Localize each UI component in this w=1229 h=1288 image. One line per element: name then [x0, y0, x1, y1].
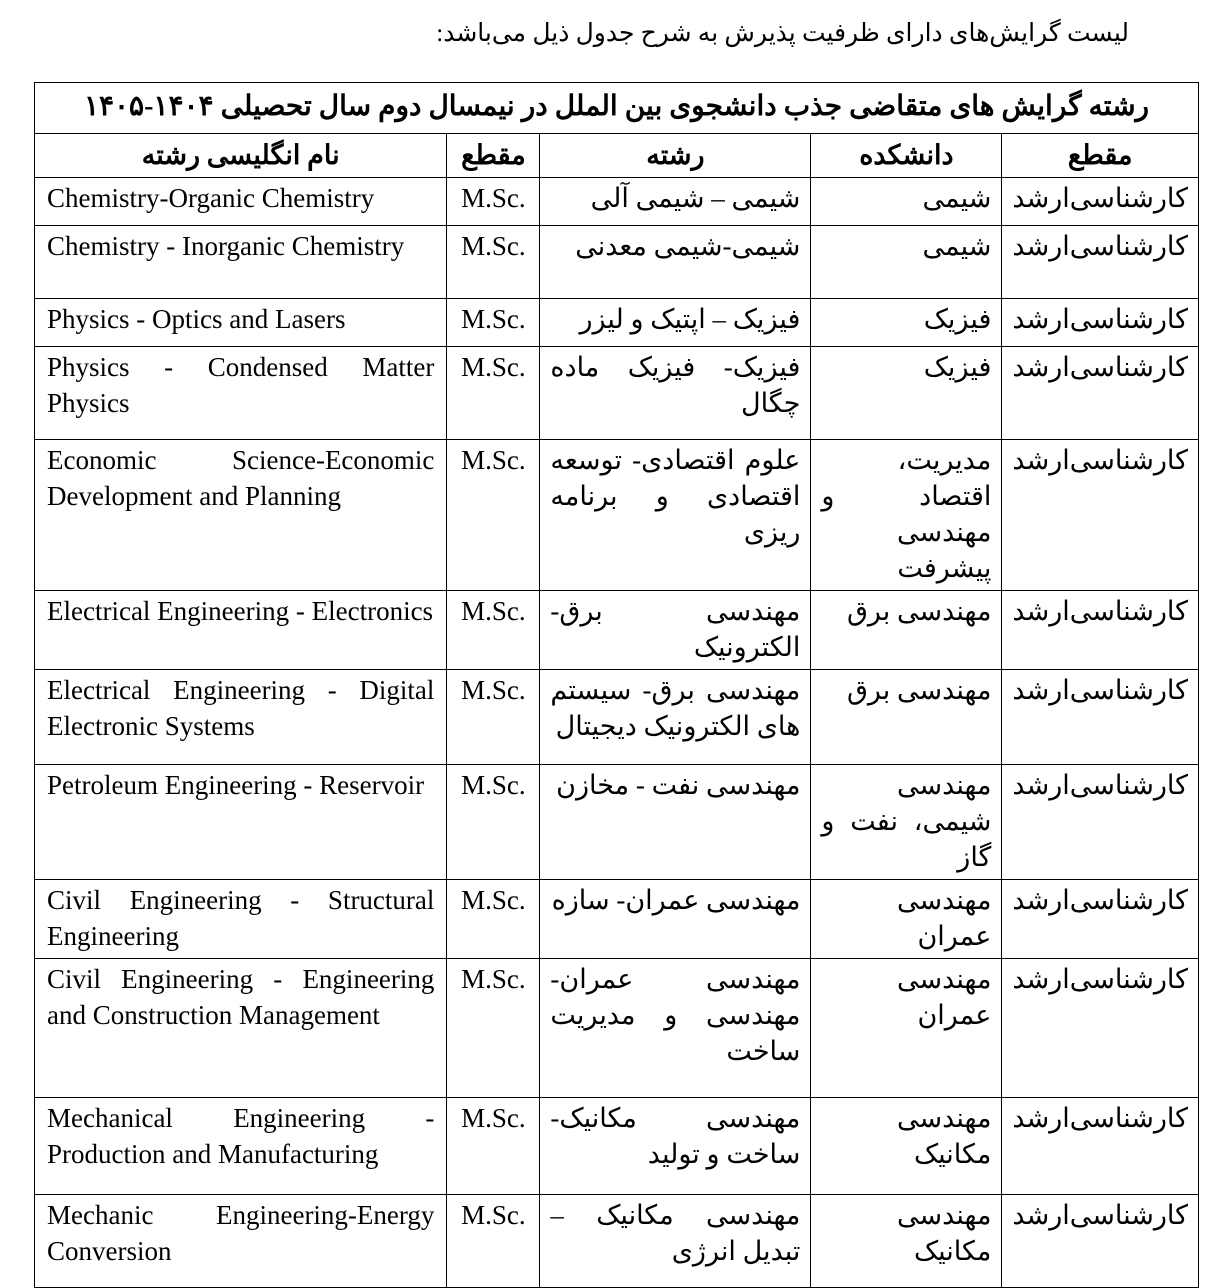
- table-row: کارشناسی‌ارشد فیزیک فیزیک- فیزیک ماده چگال…: [33, 346, 1199, 440]
- header-degree: مقطع: [446, 133, 541, 178]
- table-row: کارشناسی‌ارشد مدیریت، اقتصاد و مهندسی پیش…: [33, 439, 1199, 591]
- degree-cell: M.Sc.: [446, 225, 541, 299]
- level-cell: کارشناسی‌ارشد: [1001, 958, 1199, 1098]
- field-cell: مهندسی برق- سیستم های الکترونیک دیجیتال: [539, 669, 812, 765]
- field-cell: فیزیک – اپتیک و لیزر: [539, 298, 812, 347]
- degree-cell: M.Sc.: [446, 879, 541, 959]
- field-cell: علوم اقتصادی- توسعه اقتصادی و برنامه ریز…: [539, 439, 812, 591]
- field-cell: مهندسی مکانیک – تبدیل انرژی: [539, 1194, 812, 1288]
- english-name-cell: Economic Science-Economic Development an…: [33, 439, 448, 591]
- level-cell: کارشناسی‌ارشد: [1001, 879, 1199, 959]
- faculty-cell: مدیریت، اقتصاد و مهندسی پیشرفت: [810, 439, 1003, 591]
- english-name-cell: Electrical Engineering - Digital Electro…: [33, 669, 448, 765]
- field-cell: شیمی-شیمی معدنی: [539, 225, 812, 299]
- table-row: کارشناسی‌ارشد مهندسی مکانیک مهندسی مکانیک-…: [33, 1097, 1199, 1195]
- level-cell: کارشناسی‌ارشد: [1001, 346, 1199, 440]
- faculty-cell: شیمی: [810, 225, 1003, 299]
- faculty-cell: فیزیک: [810, 298, 1003, 347]
- faculty-cell: مهندسی شیمی، نفت و گاز: [810, 764, 1003, 880]
- degree-cell: M.Sc.: [446, 958, 541, 1098]
- level-cell: کارشناسی‌ارشد: [1001, 1194, 1199, 1288]
- faculty-cell: مهندسی عمران: [810, 879, 1003, 959]
- english-name-cell: Mechanical Engineering - Production and …: [33, 1097, 448, 1195]
- level-cell: کارشناسی‌ارشد: [1001, 590, 1199, 670]
- field-cell: مهندسی عمران- مهندسی و مدیریت ساخت: [539, 958, 812, 1098]
- table-row: کارشناسی‌ارشد مهندسی مکانیک مهندسی مکانیک …: [33, 1194, 1199, 1288]
- field-cell: مهندسی مکانیک- ساخت و تولید: [539, 1097, 812, 1195]
- degree-cell: M.Sc.: [446, 439, 541, 591]
- field-cell: مهندسی نفت - مخازن: [539, 764, 812, 880]
- field-cell: مهندسی عمران- سازه: [539, 879, 812, 959]
- faculty-cell: مهندسی مکانیک: [810, 1097, 1003, 1195]
- level-cell: کارشناسی‌ارشد: [1001, 177, 1199, 226]
- table-row: کارشناسی‌ارشد مهندسی شیمی، نفت و گاز مهندس…: [33, 764, 1199, 880]
- table-row: کارشناسی‌ارشد فیزیک فیزیک – اپتیک و لیزر M.…: [33, 298, 1199, 347]
- table-row: کارشناسی‌ارشد مهندسی برق مهندسی برق-الکترو…: [33, 590, 1199, 670]
- table-row: کارشناسی‌ارشد مهندسی برق مهندسی برق- سیستم…: [33, 669, 1199, 765]
- degree-cell: M.Sc.: [446, 764, 541, 880]
- degree-cell: M.Sc.: [446, 1194, 541, 1288]
- header-level: مقطع: [1001, 133, 1199, 178]
- english-name-cell: Physics - Condensed Matter Physics: [33, 346, 448, 440]
- english-name-cell: Civil Engineering - Engineering and Cons…: [33, 958, 448, 1098]
- table-row: کارشناسی‌ارشد شیمی شیمی – شیمی آلی M.Sc. Che…: [33, 177, 1199, 226]
- english-name-cell: Mechanic Engineering-Energy Conversion: [33, 1194, 448, 1288]
- level-cell: کارشناسی‌ارشد: [1001, 764, 1199, 880]
- faculty-cell: مهندسی مکانیک: [810, 1194, 1003, 1288]
- degree-cell: M.Sc.: [446, 669, 541, 765]
- english-name-cell: Physics - Optics and Lasers: [33, 298, 448, 347]
- level-cell: کارشناسی‌ارشد: [1001, 439, 1199, 591]
- degree-cell: M.Sc.: [446, 1097, 541, 1195]
- table-row: کارشناسی‌ارشد مهندسی عمران مهندسی عمران- م…: [33, 958, 1199, 1098]
- header-field: رشته: [539, 133, 812, 178]
- table-row: کارشناسی‌ارشد مهندسی عمران مهندسی عمران- س…: [33, 879, 1199, 959]
- faculty-cell: شیمی: [810, 177, 1003, 226]
- english-name-cell: Chemistry - Inorganic Chemistry: [33, 225, 448, 299]
- degree-cell: M.Sc.: [446, 590, 541, 670]
- faculty-cell: مهندسی برق: [810, 669, 1003, 765]
- faculty-cell: مهندسی برق: [810, 590, 1003, 670]
- level-cell: کارشناسی‌ارشد: [1001, 669, 1199, 765]
- intro-text: لیست گرایش‌های دارای ظرفیت پذیرش به شرح …: [436, 20, 1129, 47]
- faculty-cell: فیزیک: [810, 346, 1003, 440]
- level-cell: کارشناسی‌ارشد: [1001, 298, 1199, 347]
- degree-cell: M.Sc.: [446, 346, 541, 440]
- programs-table: رشته گرایش های متقاضی جذب دانشجوی بین ال…: [33, 82, 1199, 1288]
- english-name-cell: Civil Engineering - Structural Engineeri…: [33, 879, 448, 959]
- english-name-cell: Chemistry-Organic Chemistry: [33, 177, 448, 226]
- degree-cell: M.Sc.: [446, 177, 541, 226]
- header-faculty: دانشکده: [810, 133, 1003, 178]
- table-row: کارشناسی‌ارشد شیمی شیمی-شیمی معدنی M.Sc. Che…: [33, 225, 1199, 299]
- english-name-cell: Electrical Engineering - Electronics: [33, 590, 448, 670]
- header-english-name: نام انگلیسی رشته: [33, 133, 448, 178]
- degree-cell: M.Sc.: [446, 298, 541, 347]
- field-cell: شیمی – شیمی آلی: [539, 177, 812, 226]
- level-cell: کارشناسی‌ارشد: [1001, 1097, 1199, 1195]
- field-cell: مهندسی برق-الکترونیک: [539, 590, 812, 670]
- field-cell: فیزیک- فیزیک ماده چگال: [539, 346, 812, 440]
- level-cell: کارشناسی‌ارشد: [1001, 225, 1199, 299]
- table-title: رشته گرایش های متقاضی جذب دانشجوی بین ال…: [34, 82, 1199, 134]
- english-name-cell: Petroleum Engineering - Reservoir: [33, 764, 448, 880]
- faculty-cell: مهندسی عمران: [810, 958, 1003, 1098]
